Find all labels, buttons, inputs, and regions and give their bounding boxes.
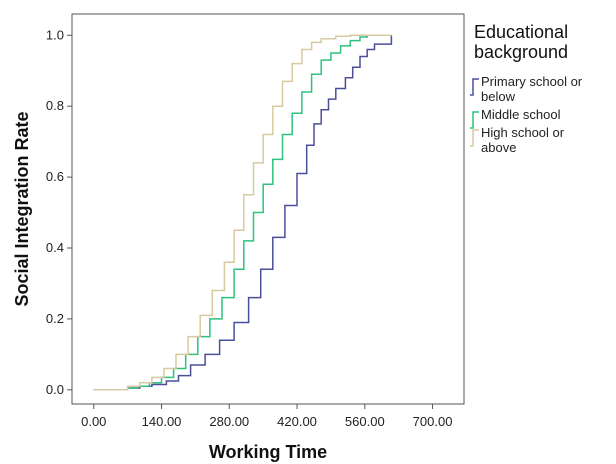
legend-label-2: Middle school — [481, 107, 561, 122]
series-line-2 — [93, 34, 392, 391]
legend-label-3: High school or above — [481, 125, 565, 155]
legend: Educational background Primary school or… — [470, 22, 583, 155]
series-line-1 — [93, 35, 393, 391]
legend-title-line-1: Educational — [474, 22, 568, 42]
series-layer — [93, 34, 393, 391]
legend-label-line: below — [481, 89, 516, 104]
x-axis-title: Working Time — [209, 442, 327, 462]
legend-label-line: High school or — [481, 125, 565, 140]
y-axis: 0.0 0.2 0.4 0.6 0.8 1.0 — [46, 27, 72, 397]
legend-swatch-1 — [470, 78, 479, 96]
plot-frame — [71, 13, 465, 405]
y-tick-label: 0.0 — [46, 382, 64, 397]
x-tick-label: 280.00 — [209, 414, 249, 429]
x-tick-label: 560.00 — [345, 414, 385, 429]
legend-swatch-3 — [470, 129, 479, 147]
legend-label-line: Middle school — [481, 107, 561, 122]
legend-title: Educational background — [474, 22, 573, 62]
y-tick-label: 1.0 — [46, 27, 64, 42]
x-tick-label: 420.00 — [277, 414, 317, 429]
x-tick-label: 0.00 — [81, 414, 106, 429]
legend-swatch-2 — [470, 111, 479, 129]
x-tick-label: 140.00 — [142, 414, 182, 429]
legend-label-line: Primary school or — [481, 74, 583, 89]
series-line-3 — [93, 34, 392, 391]
y-axis-title: Social Integration Rate — [12, 111, 32, 306]
legend-label-line: above — [481, 140, 516, 155]
x-axis: 0.00 140.00 280.00 420.00 560.00 700.00 — [81, 404, 452, 429]
x-tick-label: 700.00 — [413, 414, 453, 429]
legend-label-1: Primary school or below — [481, 74, 583, 104]
y-tick-label: 0.4 — [46, 240, 64, 255]
y-tick-label: 0.6 — [46, 169, 64, 184]
y-tick-label: 0.2 — [46, 311, 64, 326]
y-tick-label: 0.8 — [46, 98, 64, 113]
legend-title-line-2: background — [474, 42, 568, 62]
legend-items: Primary school or below Middle school High … — [470, 74, 583, 155]
